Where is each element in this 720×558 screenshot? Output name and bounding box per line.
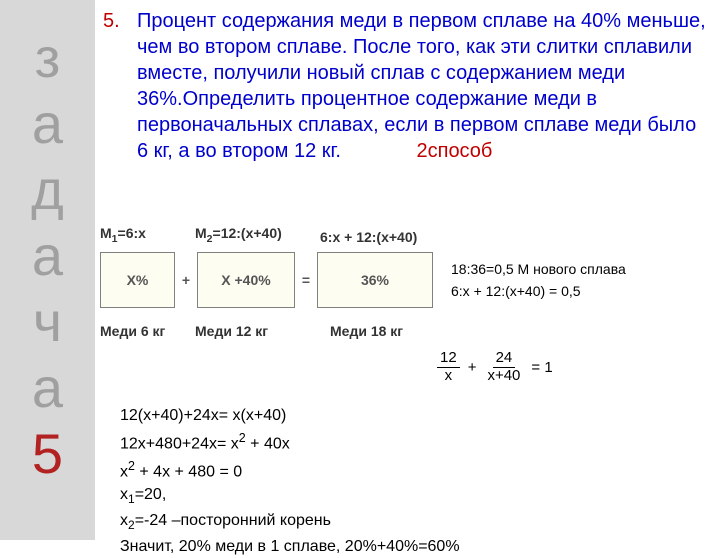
- diagram-boxes: Х% + Х +40% = 36% 18:36=0,5 М нового спл…: [100, 251, 720, 309]
- fraction-equation: 12 x + 24 x+40 = 1: [435, 350, 559, 384]
- method-label: 2способ: [416, 140, 492, 162]
- note-line-1: 18:36=0,5 М нового сплава: [451, 258, 626, 280]
- solution-line: х1=20,: [120, 484, 460, 510]
- alloy-box-2: Х +40%: [197, 252, 295, 308]
- equals-sign: =: [295, 272, 317, 288]
- alloy-box-1: Х%: [100, 252, 175, 308]
- plus-sign: +: [468, 359, 477, 376]
- sidebar-letter: з: [35, 25, 61, 91]
- solution-line: 12х+480+24х= х2 + 40х: [120, 427, 460, 455]
- sidebar-letter: а: [32, 355, 63, 421]
- solution-steps: 12(х+40)+24х= х(х+40) 12х+480+24х= х2 + …: [120, 405, 460, 558]
- main-content: 5. Процент содержания меди в первом спла…: [95, 0, 720, 164]
- copper-label-1: Меди 6 кг: [100, 323, 195, 339]
- fraction-2: 24 x+40: [484, 350, 523, 384]
- diagram-bottom-labels: Меди 6 кг Меди 12 кг Меди 18 кг: [100, 323, 720, 339]
- mass-label-3: 6:х + 12:(х+40): [320, 229, 450, 245]
- diagram-notes: 18:36=0,5 М нового сплава 6:х + 12:(х+40…: [451, 258, 626, 303]
- solution-line: х2=-24 –посторонний корень: [120, 510, 460, 536]
- sidebar-letter: а: [32, 223, 63, 289]
- solution-line: х2 + 4х + 480 = 0: [120, 455, 460, 483]
- copper-label-3: Меди 18 кг: [330, 323, 440, 339]
- plus-sign: +: [175, 272, 197, 288]
- problem-statement: 5. Процент содержания меди в первом спла…: [99, 8, 708, 164]
- solution-line: 12(х+40)+24х= х(х+40): [120, 405, 460, 427]
- mass-label-2: M2=12:(х+40): [195, 225, 320, 245]
- copper-label-2: Меди 12 кг: [195, 323, 330, 339]
- note-line-2: 6:х + 12:(х+40) = 0,5: [451, 280, 626, 302]
- diagram: M1=6:х M2=12:(х+40) 6:х + 12:(х+40) Х% +…: [100, 225, 720, 365]
- mass-label-1: M1=6:х: [100, 225, 195, 245]
- solution-line: Значит, 20% меди в 1 сплаве, 20%+40%=60%: [120, 536, 460, 558]
- sidebar-letter: д: [31, 157, 64, 223]
- sidebar-letter: ч: [33, 289, 62, 355]
- alloy-box-3: 36%: [317, 252, 433, 308]
- sidebar-title: з а д а ч а 5: [0, 0, 95, 540]
- problem-text: Процент содержания меди в первом сплаве …: [137, 8, 708, 164]
- fraction-1: 12 x: [437, 350, 460, 384]
- equals-one: = 1: [531, 359, 552, 376]
- problem-number: 5.: [99, 8, 137, 34]
- sidebar-letter: а: [32, 91, 63, 157]
- sidebar-number: 5: [32, 421, 63, 487]
- diagram-top-labels: M1=6:х M2=12:(х+40) 6:х + 12:(х+40): [100, 225, 720, 245]
